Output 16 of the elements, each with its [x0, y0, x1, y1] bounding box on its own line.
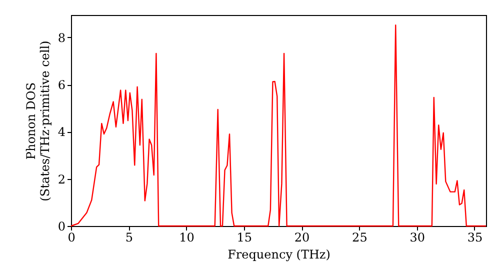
x-tick-label: 20	[294, 230, 310, 244]
x-axis-title: Frequency (THz)	[228, 248, 330, 262]
x-tick-label: 0	[68, 230, 76, 244]
y-tick-label: 4	[58, 125, 66, 140]
y-tick-label: 2	[58, 172, 66, 186]
x-tick-label: 25	[352, 230, 368, 244]
x-tick-label: 35	[467, 230, 483, 244]
y-tick-label: 8	[58, 30, 66, 45]
y-tick-label: 6	[58, 78, 66, 92]
x-tick-label: 15	[236, 230, 252, 244]
x-tick-label: 30	[410, 230, 425, 244]
line-series	[70, 24, 487, 227]
x-tick-label: 5	[125, 230, 133, 244]
y-axis-title: Phonon DOS (States/THz·primitive cell)	[24, 40, 52, 202]
x-tick-label: 10	[179, 230, 194, 244]
y-tick-label: 0	[58, 220, 66, 234]
